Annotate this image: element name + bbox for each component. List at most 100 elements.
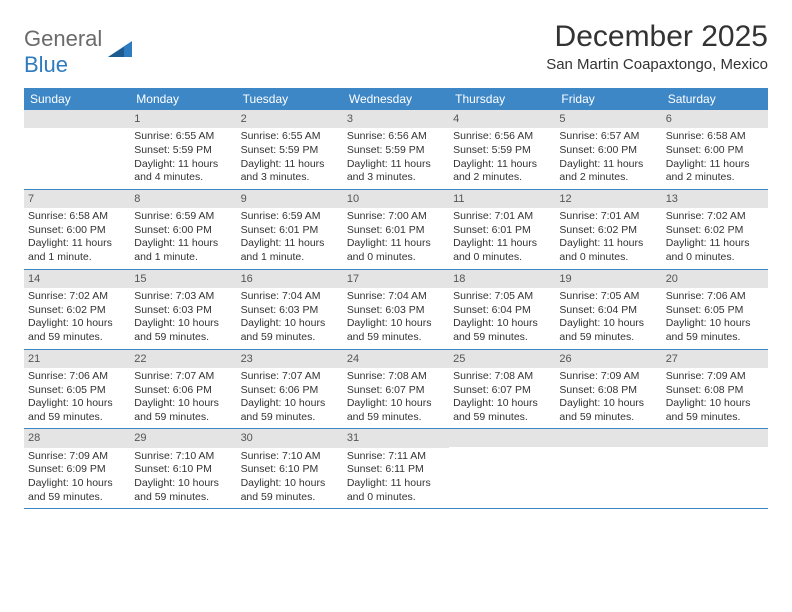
sunset-text: Sunset: 6:03 PM xyxy=(134,304,232,318)
daylight-text: Daylight: 11 hours and 0 minutes. xyxy=(347,237,445,264)
sunrise-text: Sunrise: 7:01 AM xyxy=(559,210,657,224)
day-number: 2 xyxy=(237,110,343,128)
sunrise-text: Sunrise: 7:09 AM xyxy=(28,450,126,464)
day-number: 17 xyxy=(343,270,449,288)
sunrise-text: Sunrise: 7:09 AM xyxy=(666,370,764,384)
day-cell: 27Sunrise: 7:09 AMSunset: 6:08 PMDayligh… xyxy=(662,350,768,429)
daylight-text: Daylight: 10 hours and 59 minutes. xyxy=(28,397,126,424)
sunset-text: Sunset: 6:07 PM xyxy=(453,384,551,398)
day-header-fri: Friday xyxy=(555,88,661,110)
daylight-text: Daylight: 11 hours and 1 minute. xyxy=(28,237,126,264)
logo-triangle-icon xyxy=(108,39,136,66)
daylight-text: Daylight: 10 hours and 59 minutes. xyxy=(134,477,232,504)
daylight-text: Daylight: 11 hours and 2 minutes. xyxy=(559,158,657,185)
sunset-text: Sunset: 6:05 PM xyxy=(666,304,764,318)
sunset-text: Sunset: 6:06 PM xyxy=(241,384,339,398)
sunrise-text: Sunrise: 7:03 AM xyxy=(134,290,232,304)
sunset-text: Sunset: 6:08 PM xyxy=(666,384,764,398)
day-cell: 3Sunrise: 6:56 AMSunset: 5:59 PMDaylight… xyxy=(343,110,449,189)
day-content: Sunrise: 6:58 AMSunset: 6:00 PMDaylight:… xyxy=(662,128,768,189)
day-number: 28 xyxy=(24,429,130,447)
day-content: Sunrise: 7:06 AMSunset: 6:05 PMDaylight:… xyxy=(662,288,768,349)
sunrise-text: Sunrise: 6:59 AM xyxy=(134,210,232,224)
daylight-text: Daylight: 11 hours and 2 minutes. xyxy=(453,158,551,185)
day-number: 31 xyxy=(343,429,449,447)
day-cell: 12Sunrise: 7:01 AMSunset: 6:02 PMDayligh… xyxy=(555,190,661,269)
day-cell: 6Sunrise: 6:58 AMSunset: 6:00 PMDaylight… xyxy=(662,110,768,189)
sunset-text: Sunset: 6:02 PM xyxy=(559,224,657,238)
day-number: 29 xyxy=(130,429,236,447)
day-number: 4 xyxy=(449,110,555,128)
day-cell: 21Sunrise: 7:06 AMSunset: 6:05 PMDayligh… xyxy=(24,350,130,429)
sunset-text: Sunset: 6:07 PM xyxy=(347,384,445,398)
sunset-text: Sunset: 6:02 PM xyxy=(666,224,764,238)
month-title: December 2025 xyxy=(546,20,768,54)
week-row: 14Sunrise: 7:02 AMSunset: 6:02 PMDayligh… xyxy=(24,270,768,350)
day-content: Sunrise: 7:11 AMSunset: 6:11 PMDaylight:… xyxy=(343,448,449,509)
day-content: Sunrise: 7:01 AMSunset: 6:01 PMDaylight:… xyxy=(449,208,555,269)
day-cell: 24Sunrise: 7:08 AMSunset: 6:07 PMDayligh… xyxy=(343,350,449,429)
day-number: 10 xyxy=(343,190,449,208)
sunset-text: Sunset: 5:59 PM xyxy=(453,144,551,158)
day-cell: 5Sunrise: 6:57 AMSunset: 6:00 PMDaylight… xyxy=(555,110,661,189)
day-content: Sunrise: 7:10 AMSunset: 6:10 PMDaylight:… xyxy=(237,448,343,509)
day-number: 16 xyxy=(237,270,343,288)
day-number: 8 xyxy=(130,190,236,208)
day-cell: 20Sunrise: 7:06 AMSunset: 6:05 PMDayligh… xyxy=(662,270,768,349)
empty-day-bar xyxy=(449,429,555,447)
day-content: Sunrise: 6:56 AMSunset: 5:59 PMDaylight:… xyxy=(343,128,449,189)
empty-day-bar xyxy=(662,429,768,447)
sunset-text: Sunset: 6:03 PM xyxy=(241,304,339,318)
sunset-text: Sunset: 6:04 PM xyxy=(453,304,551,318)
sunrise-text: Sunrise: 7:08 AM xyxy=(347,370,445,384)
day-number: 6 xyxy=(662,110,768,128)
day-header-tue: Tuesday xyxy=(237,88,343,110)
sunrise-text: Sunrise: 7:05 AM xyxy=(453,290,551,304)
day-number: 24 xyxy=(343,350,449,368)
day-number: 5 xyxy=(555,110,661,128)
day-cell: 19Sunrise: 7:05 AMSunset: 6:04 PMDayligh… xyxy=(555,270,661,349)
day-cell xyxy=(662,429,768,508)
daylight-text: Daylight: 10 hours and 59 minutes. xyxy=(241,477,339,504)
day-header-thu: Thursday xyxy=(449,88,555,110)
day-cell: 2Sunrise: 6:55 AMSunset: 5:59 PMDaylight… xyxy=(237,110,343,189)
daylight-text: Daylight: 10 hours and 59 minutes. xyxy=(666,317,764,344)
day-number: 27 xyxy=(662,350,768,368)
day-cell: 22Sunrise: 7:07 AMSunset: 6:06 PMDayligh… xyxy=(130,350,236,429)
day-number: 25 xyxy=(449,350,555,368)
sunrise-text: Sunrise: 6:56 AM xyxy=(347,130,445,144)
day-cell: 14Sunrise: 7:02 AMSunset: 6:02 PMDayligh… xyxy=(24,270,130,349)
sunset-text: Sunset: 6:00 PM xyxy=(28,224,126,238)
daylight-text: Daylight: 11 hours and 2 minutes. xyxy=(666,158,764,185)
sunset-text: Sunset: 6:01 PM xyxy=(347,224,445,238)
sunrise-text: Sunrise: 7:01 AM xyxy=(453,210,551,224)
day-cell: 28Sunrise: 7:09 AMSunset: 6:09 PMDayligh… xyxy=(24,429,130,508)
sunrise-text: Sunrise: 6:58 AM xyxy=(666,130,764,144)
sunrise-text: Sunrise: 6:59 AM xyxy=(241,210,339,224)
day-content: Sunrise: 7:05 AMSunset: 6:04 PMDaylight:… xyxy=(449,288,555,349)
day-header-sun: Sunday xyxy=(24,88,130,110)
header: General Blue December 2025 San Martin Co… xyxy=(24,20,768,78)
day-content: Sunrise: 7:09 AMSunset: 6:08 PMDaylight:… xyxy=(662,368,768,429)
week-row: 1Sunrise: 6:55 AMSunset: 5:59 PMDaylight… xyxy=(24,110,768,190)
day-number: 21 xyxy=(24,350,130,368)
sunset-text: Sunset: 5:59 PM xyxy=(347,144,445,158)
logo-general: General xyxy=(24,26,102,51)
day-content: Sunrise: 7:02 AMSunset: 6:02 PMDaylight:… xyxy=(662,208,768,269)
day-content: Sunrise: 7:09 AMSunset: 6:09 PMDaylight:… xyxy=(24,448,130,509)
day-cell: 29Sunrise: 7:10 AMSunset: 6:10 PMDayligh… xyxy=(130,429,236,508)
day-content: Sunrise: 7:00 AMSunset: 6:01 PMDaylight:… xyxy=(343,208,449,269)
daylight-text: Daylight: 10 hours and 59 minutes. xyxy=(453,397,551,424)
day-number: 20 xyxy=(662,270,768,288)
sunset-text: Sunset: 6:06 PM xyxy=(134,384,232,398)
sunrise-text: Sunrise: 6:55 AM xyxy=(241,130,339,144)
day-number: 14 xyxy=(24,270,130,288)
day-number: 30 xyxy=(237,429,343,447)
day-content: Sunrise: 7:01 AMSunset: 6:02 PMDaylight:… xyxy=(555,208,661,269)
day-cell: 1Sunrise: 6:55 AMSunset: 5:59 PMDaylight… xyxy=(130,110,236,189)
daylight-text: Daylight: 11 hours and 0 minutes. xyxy=(347,477,445,504)
daylight-text: Daylight: 11 hours and 3 minutes. xyxy=(241,158,339,185)
week-row: 7Sunrise: 6:58 AMSunset: 6:00 PMDaylight… xyxy=(24,190,768,270)
day-content: Sunrise: 7:02 AMSunset: 6:02 PMDaylight:… xyxy=(24,288,130,349)
day-cell: 23Sunrise: 7:07 AMSunset: 6:06 PMDayligh… xyxy=(237,350,343,429)
